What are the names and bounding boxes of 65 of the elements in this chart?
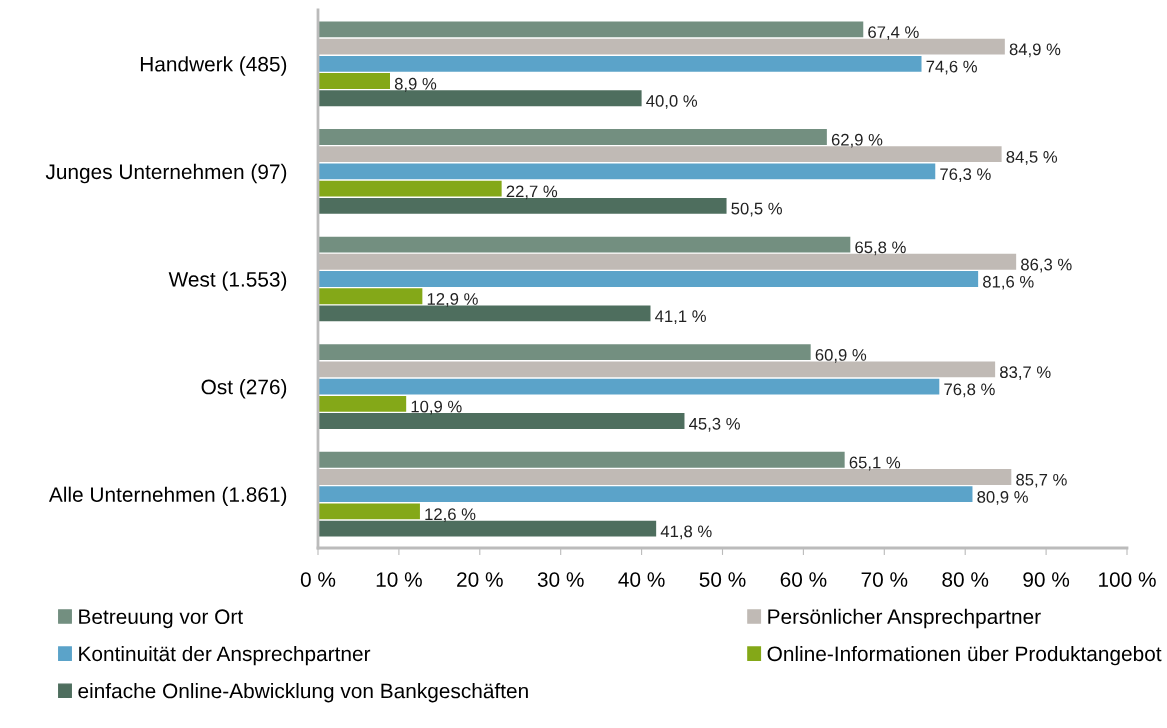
data-label: 67,4 % [868,26,919,40]
bar [318,180,502,197]
data-label: 12,6 % [425,508,476,523]
data-label: 84,5 % [1006,151,1058,165]
data-label: 50,5 % [731,202,783,217]
bar [318,413,685,429]
x-tick-label: 0 % [300,572,336,587]
bar [318,486,973,503]
data-label: 80,9 % [977,491,1028,505]
data-label: 74,6 % [926,60,977,75]
bar [318,288,423,305]
data-label: 45,3 % [689,417,740,432]
x-tick-label: 70 % [861,572,908,587]
bar [318,378,940,395]
data-label: 60,9 % [815,349,867,363]
data-label: 84,9 % [1009,43,1061,58]
bar [318,163,936,180]
data-label: 86,3 % [1021,258,1072,273]
legend-label: Online-Informationen über Produktangebot [767,645,1162,666]
data-label: 12,9 % [427,293,478,307]
data-label: 41,1 % [655,310,706,325]
bar [318,55,922,72]
y-tick-label: Junges Unternehmen (97) [45,163,287,184]
bar [318,520,657,537]
x-tick-label: 30 % [537,572,584,587]
bar [318,503,420,520]
x-tick-label: 100 % [1099,572,1156,587]
data-label: 62,9 % [831,133,883,148]
x-tick-label: 90 % [1023,572,1070,587]
bar [318,344,811,361]
data-label: 22,7 % [506,185,558,200]
y-tick-label: West (1.553) [168,271,287,291]
data-label: 65,1 % [849,456,901,471]
bar [318,90,642,107]
y-tick-label: Alle Unternehmen (1.861) [48,486,287,507]
bar [318,21,864,38]
data-label: 76,3 % [940,168,991,183]
data-label: 8,9 % [394,77,437,92]
x-tick-label: 80 % [942,572,989,587]
x-tick-label: 10 % [376,572,422,587]
data-label: 76,8 % [944,383,995,398]
data-label: 41,8 % [660,525,712,540]
data-label: 85,7 % [1016,473,1067,488]
data-label: 40,0 % [646,95,698,109]
y-tick-label: Ost (276) [201,379,287,399]
bar [318,271,979,287]
bar [318,129,827,145]
bar [318,73,390,89]
data-label: 65,8 % [855,241,906,256]
legend-label: Betreuung vor Ort [79,609,243,629]
data-label: 10,9 % [411,400,462,415]
bar [318,451,845,468]
bar [318,236,851,253]
data-label: 83,7 % [1000,366,1051,380]
data-label: 81,6 % [983,275,1034,290]
legend-label: einfache Online-Abwicklung von Bankgeschäften [78,683,528,703]
x-tick-label: 50 % [699,572,746,587]
legend-label: Persönlicher Ansprechpartner [768,608,1041,629]
bar [318,305,651,322]
y-tick-label: Handwerk (485) [140,56,287,76]
legend-label: Kontinuität der Ansprechpartner [79,645,371,666]
x-tick-label: 20 % [457,572,503,587]
x-tick-label: 40 % [618,572,665,587]
x-tick-label: 60 % [780,572,827,587]
bar [318,395,407,412]
